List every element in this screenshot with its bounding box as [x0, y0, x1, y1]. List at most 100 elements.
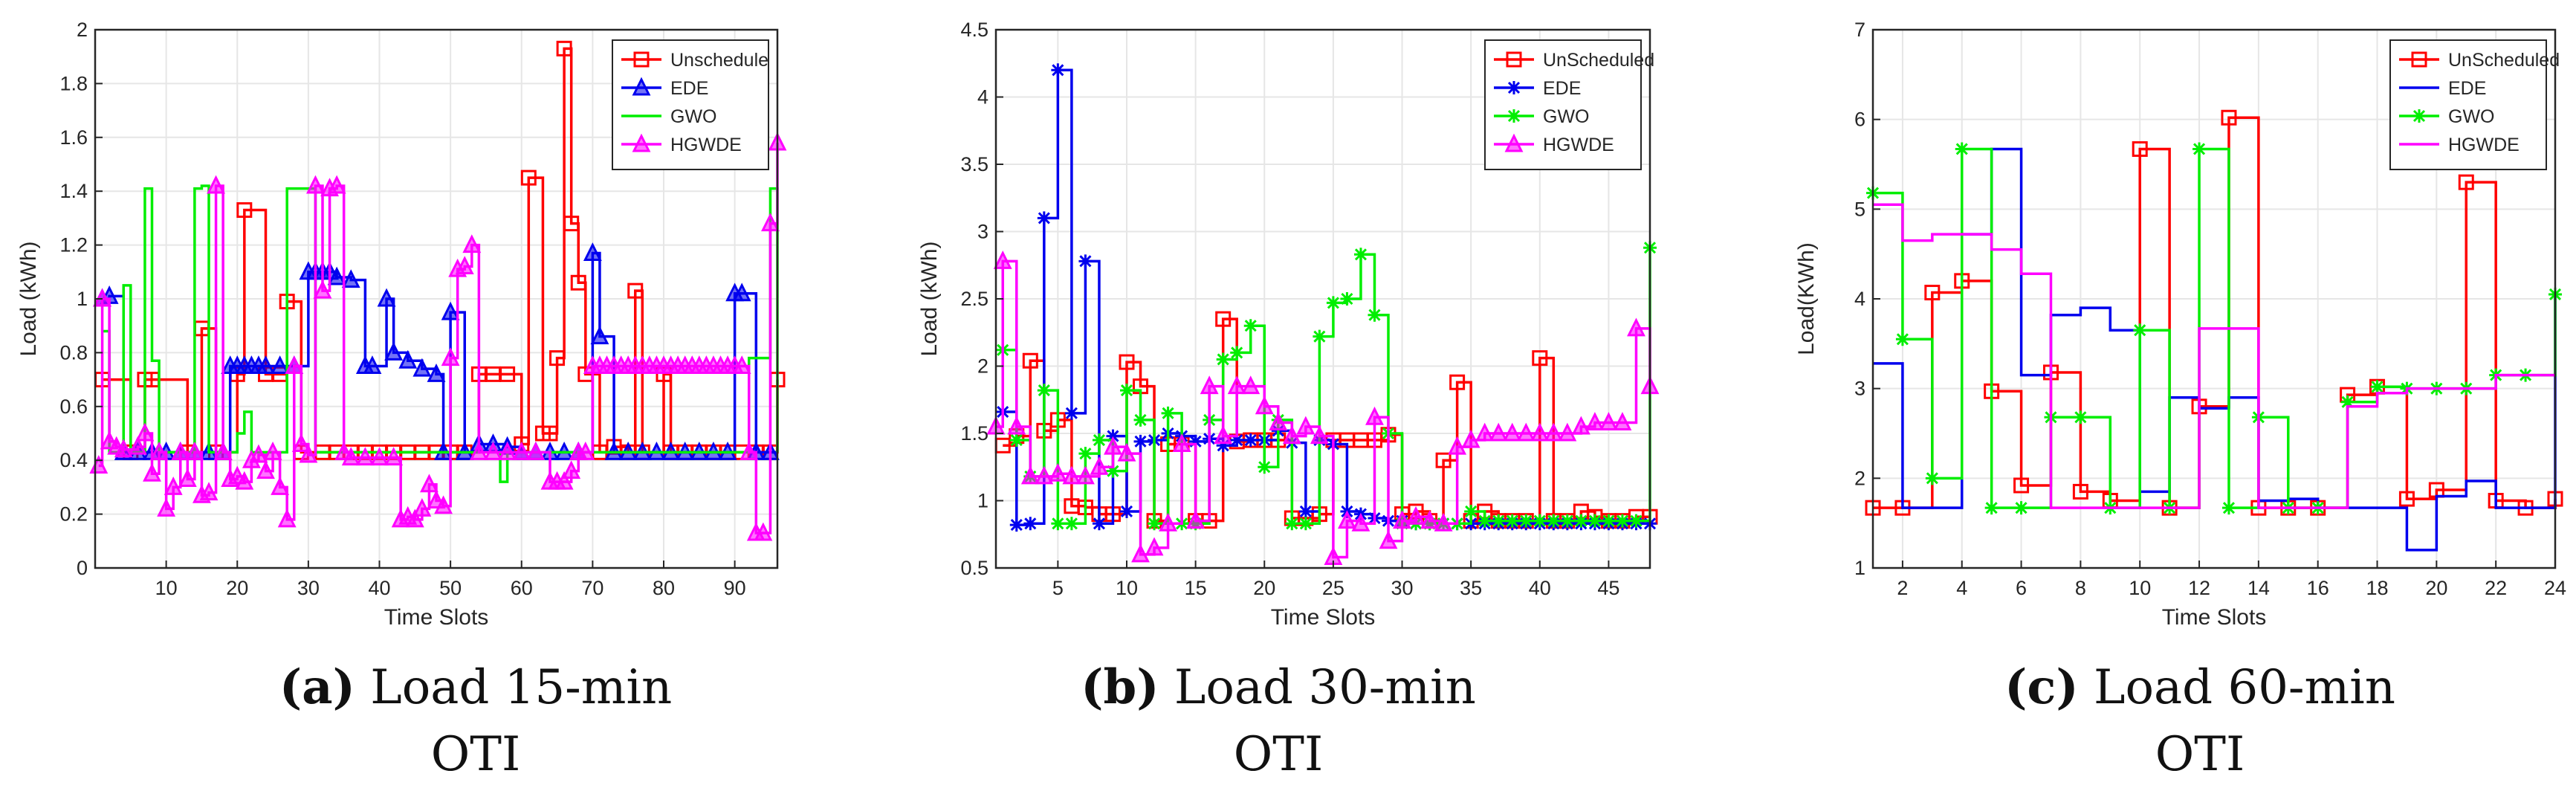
legend-marker: [2411, 51, 2427, 68]
data-point: [520, 169, 537, 186]
data-point: [1560, 514, 1574, 528]
legend-marker: [1504, 133, 1524, 152]
data-point: [263, 441, 282, 460]
series-hgwde: [89, 132, 787, 541]
legend-label: EDE: [1543, 78, 1581, 99]
data-point: [1062, 465, 1081, 485]
data-point: [1585, 412, 1605, 431]
data-point: [1340, 292, 1354, 306]
x-tick-label: 4: [1956, 577, 1967, 599]
data-point: [498, 441, 517, 460]
data-point: [1119, 354, 1135, 370]
y-tick-label: 1: [77, 288, 88, 310]
x-tick-label: 12: [2188, 577, 2210, 599]
data-point: [277, 508, 297, 528]
data-point: [420, 474, 438, 493]
y-axis-label: Load(KWh): [1794, 242, 1819, 355]
x-tick-label: 24: [2544, 577, 2566, 599]
data-point: [1615, 514, 1629, 528]
data-point: [1106, 464, 1120, 478]
y-tick-label: 1.6: [59, 126, 88, 149]
data-point: [1365, 406, 1384, 425]
data-point: [1186, 510, 1206, 529]
data-point: [1131, 543, 1150, 563]
data-point: [1172, 433, 1191, 452]
data-point: [441, 347, 460, 366]
data-point: [1022, 352, 1038, 369]
data-point: [1092, 517, 1106, 531]
data-point: [562, 460, 581, 479]
legend: Unschedule EDE GWO HGWDE: [612, 39, 769, 170]
data-point: [761, 213, 780, 232]
y-tick-label: 3: [1854, 378, 1865, 400]
legend-marker: [1507, 81, 1521, 94]
x-tick-label: 8: [2075, 577, 2086, 599]
data-point: [1009, 518, 1023, 532]
x-axis-label: Time Slots: [1271, 605, 1376, 630]
data-point: [1532, 350, 1548, 366]
data-point: [1351, 512, 1370, 532]
data-point: [377, 288, 396, 307]
data-point: [1298, 504, 1313, 518]
data-point: [1200, 375, 1219, 395]
data-point: [1037, 211, 1051, 225]
y-tick-label: 1.8: [59, 72, 88, 94]
legend-label: HGWDE: [670, 135, 742, 155]
y-tick-label: 0.8: [59, 341, 88, 364]
data-point: [441, 301, 460, 320]
data-point: [1048, 462, 1067, 482]
data-point: [1475, 422, 1495, 442]
data-point: [327, 266, 346, 285]
legend-marker: [632, 133, 651, 152]
data-point: [2340, 395, 2355, 409]
data-point: [1092, 433, 1106, 448]
y-tick-label: 6: [1854, 109, 1865, 131]
data-point: [384, 447, 404, 466]
data-point: [1243, 433, 1258, 448]
x-tick-label: 10: [2129, 577, 2151, 599]
data-point: [412, 498, 432, 517]
x-tick-label: 2: [1897, 577, 1908, 599]
data-point: [1106, 429, 1120, 443]
chart-2: 5 10 15 20 25 30 35 40 45 0.5 1 1.5 2 2.5 3 3.5 4 4.5 Time…: [917, 19, 1660, 630]
data-point: [271, 477, 290, 495]
data-point: [355, 447, 375, 466]
data-point: [455, 256, 474, 275]
x-tick-label: 60: [511, 577, 533, 599]
data-point: [499, 366, 516, 382]
y-tick-label: 2: [77, 19, 88, 41]
data-point: [1434, 512, 1453, 532]
data-point: [236, 202, 253, 219]
data-point: [1120, 504, 1133, 518]
data-point: [1078, 254, 1093, 268]
data-point: [1310, 425, 1329, 445]
y-tick-label: 2: [1854, 467, 1865, 489]
data-point: [235, 471, 254, 490]
y-tick-label: 1: [1854, 557, 1865, 579]
data-point: [1571, 416, 1590, 435]
legend-label: GWO: [2448, 106, 2495, 127]
data-point: [1955, 142, 1969, 156]
data-point: [1393, 510, 1411, 529]
data-point: [1227, 375, 1246, 395]
data-point: [1925, 471, 1939, 485]
data-point: [2458, 174, 2474, 190]
data-point: [484, 441, 502, 460]
data-point: [1613, 412, 1632, 431]
data-point: [1159, 512, 1178, 532]
data-point: [1984, 501, 1999, 515]
figure: 10 20 30 40 50 60 70 80 90 0 0.2 0.4 0.6 0.8 1 1.2 1.4 1.…: [16, 19, 2566, 630]
data-point: [1489, 422, 1508, 442]
data-point: [412, 358, 432, 377]
data-point: [1035, 465, 1054, 485]
data-point: [207, 175, 225, 194]
data-point: [1078, 447, 1093, 461]
data-point: [2370, 380, 2384, 394]
y-axis-label: Load (kWh): [917, 241, 942, 356]
data-point: [306, 175, 325, 194]
x-tick-label: 22: [2485, 577, 2507, 599]
y-tick-label: 1: [977, 490, 988, 512]
data-point: [526, 441, 546, 460]
data-point: [370, 447, 389, 466]
data-point: [1326, 296, 1340, 310]
